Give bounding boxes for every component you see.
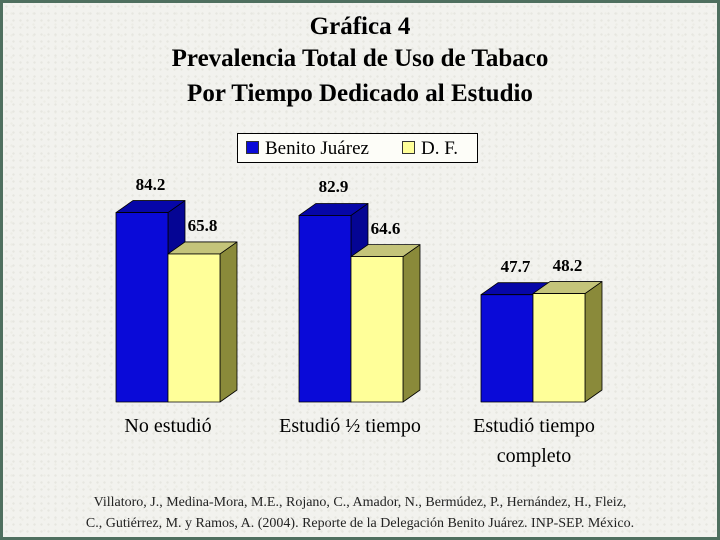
value-label-benito-juarez-1: 84.2 <box>135 174 166 194</box>
chart-legend: Benito Juárez D. F. <box>237 133 478 163</box>
legend-label-df: D. F. <box>421 138 459 159</box>
category-label-tiempo-completo-line-1: Estudió tiempo <box>473 415 595 437</box>
bar-df-1-side <box>219 241 238 403</box>
chart-title-line-2: Prevalencia Total de Uso de Tabaco <box>171 45 549 72</box>
category-label-no-estudio: No estudió <box>124 415 212 437</box>
chart-title-line-1: Gráfica 4 <box>309 13 411 40</box>
legend-label-benito-juarez: Benito Juárez <box>265 138 369 159</box>
value-label-df-2: 64.6 <box>370 218 401 238</box>
source-citation-line-1: Villatoro, J., Medina-Mora, M.E., Rojano… <box>93 495 627 510</box>
bar-df-3 <box>532 293 586 403</box>
value-label-benito-juarez-2: 82.9 <box>318 177 349 197</box>
bar-df-3-side <box>584 281 603 403</box>
bar-benito-juarez-3 <box>480 294 534 403</box>
bar-df-2 <box>350 256 404 403</box>
bar-df-2-side <box>402 244 421 403</box>
legend-swatch-benito-juarez <box>246 141 259 154</box>
legend-item-df: D. F. <box>402 138 458 160</box>
category-label-medio-tiempo: Estudió ½ tiempo <box>279 415 421 437</box>
bar-df-1 <box>167 253 221 403</box>
value-label-df-3: 48.2 <box>552 255 583 275</box>
category-label-tiempo-completo-line-2: completo <box>496 445 572 467</box>
bar-benito-juarez-1 <box>115 212 169 403</box>
value-label-benito-juarez-3: 47.7 <box>500 256 531 276</box>
legend-item-benito-juarez: Benito Juárez <box>246 138 369 160</box>
bar-benito-juarez-2 <box>298 215 352 403</box>
source-citation-line-2: C., Gutiérrez, M. y Ramos, A. (2004). Re… <box>85 516 635 531</box>
legend-swatch-df <box>402 141 415 154</box>
value-label-df-1: 65.8 <box>187 215 218 235</box>
chart-title-line-3: Por Tiempo Dedicado al Estudio <box>187 80 533 107</box>
